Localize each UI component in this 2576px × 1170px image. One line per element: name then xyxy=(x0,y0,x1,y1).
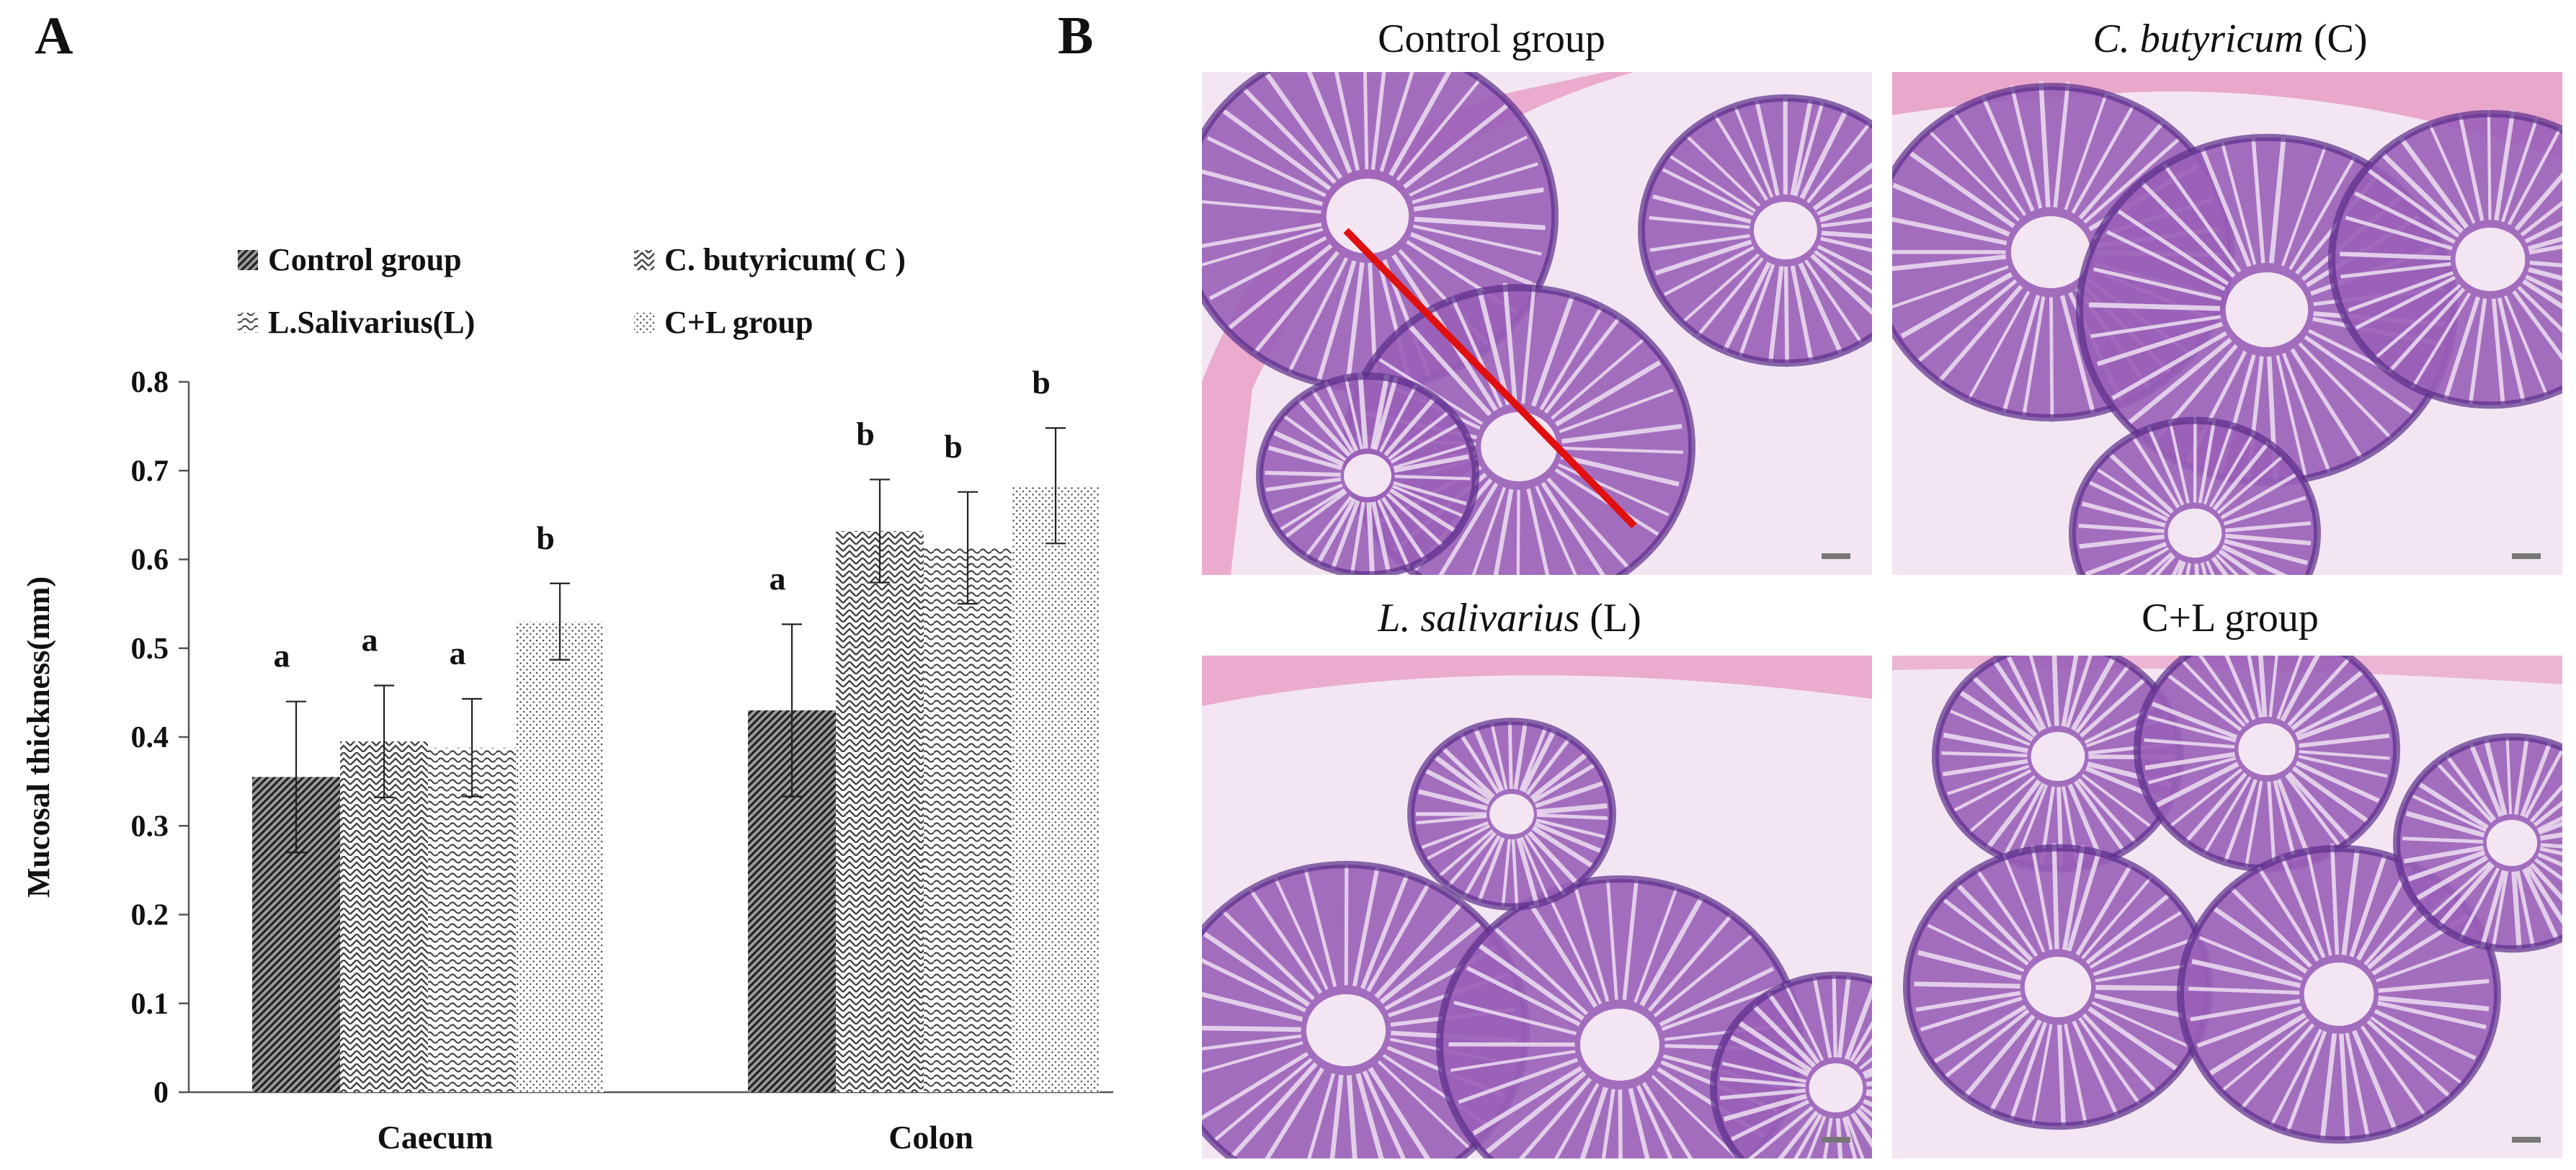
micrograph-l-salivarius xyxy=(1202,656,1872,1158)
bar xyxy=(836,531,924,1092)
y-axis-label: Mucosal thickness(mm) xyxy=(21,576,56,898)
legend: Control group C. butyricum( C ) L.Salivari… xyxy=(238,242,906,340)
muscle-layer xyxy=(1202,656,1872,706)
mucosal-fold xyxy=(2393,733,2562,953)
y-tick-label: 0.1 xyxy=(131,988,169,1021)
legend-entry: L.Salivarius(L) xyxy=(268,305,475,340)
legend-swatch xyxy=(238,313,258,333)
bar xyxy=(924,548,1012,1092)
bar xyxy=(340,741,428,1092)
micrograph-title-italic: L. salivarius xyxy=(1378,596,1580,640)
y-tick-label: 0 xyxy=(153,1076,169,1109)
mucosal-fold xyxy=(1932,656,2184,873)
panel-a-label: A xyxy=(35,6,73,66)
micrograph-c-butyricum xyxy=(1892,72,2562,575)
significance-label: b xyxy=(536,519,555,556)
bar-chart: Control group C. butyricum( C ) L.Salivari… xyxy=(21,242,1113,1156)
x-category-label: Caecum xyxy=(378,1119,494,1156)
y-tick-label: 0.8 xyxy=(131,366,169,399)
significance-label: b xyxy=(856,416,875,452)
significance-label: a xyxy=(362,622,378,658)
panel-b-label: B xyxy=(1058,6,1094,66)
micrograph-title-plain: C+L group xyxy=(2142,596,2319,640)
micrograph-title-l-salivarius: L. salivarius (L) xyxy=(1196,595,1823,641)
y-tick-label: 0.7 xyxy=(131,455,169,488)
scale-bar xyxy=(1822,553,1850,559)
mucosal-fold xyxy=(1903,843,2213,1131)
significance-label: b xyxy=(944,428,963,465)
mucosal-fold xyxy=(2177,844,2501,1145)
significance-label: a xyxy=(770,560,786,597)
legend-entry: Control group xyxy=(268,242,462,277)
mucosal-fold xyxy=(1256,372,1479,575)
legend-swatch xyxy=(238,250,258,270)
micrograph-title-suffix: (C) xyxy=(2303,17,2368,61)
y-tick-label: 0.5 xyxy=(131,633,169,666)
x-category-label: Colon xyxy=(888,1119,973,1156)
scale-bar xyxy=(2512,553,2541,559)
micrograph-title-c-butyricum: C. butyricum (C) xyxy=(1891,16,2569,62)
y-tick-label: 0.4 xyxy=(131,721,169,754)
micrograph-c-plus-l xyxy=(1892,656,2562,1158)
mucosal-fold xyxy=(1202,859,1530,1158)
significance-label: a xyxy=(274,638,290,674)
mucosal-fold xyxy=(2328,108,2562,410)
legend-entry: C. butyricum( C ) xyxy=(664,242,906,277)
micrograph-title-italic: C. butyricum xyxy=(2093,17,2304,61)
micrograph-title-c-plus-l: C+L group xyxy=(1891,595,2569,641)
mucosal-fold xyxy=(1407,718,1616,911)
bar xyxy=(428,747,516,1092)
y-tick-label: 0.3 xyxy=(131,810,169,843)
significance-label: a xyxy=(450,635,466,671)
mucosal-fold xyxy=(1638,93,1872,368)
legend-swatch xyxy=(634,313,654,333)
mucosal-fold xyxy=(1710,971,1872,1158)
significance-label: b xyxy=(1032,364,1051,401)
legend-swatch xyxy=(634,250,654,270)
micrograph-control xyxy=(1202,72,1872,575)
scale-bar xyxy=(1822,1137,1850,1143)
bars xyxy=(252,427,1100,1092)
micrograph-title-control: Control group xyxy=(1196,16,1787,62)
measurement-line xyxy=(1343,228,1637,529)
chart-axes: 0 0.1 0.2 0.3 0.4 0.5 0.6 0.7 0.8 Caecum Colon xyxy=(131,366,1113,1156)
micrograph-title-plain: Control group xyxy=(1378,17,1605,61)
mucosal-fold xyxy=(2069,416,2321,575)
bar xyxy=(516,621,604,1092)
scale-bar xyxy=(2512,1137,2541,1143)
micrograph-title-suffix: (L) xyxy=(1579,596,1641,640)
bar xyxy=(1012,486,1100,1092)
y-tick-label: 0.2 xyxy=(131,899,169,932)
legend-entry: C+L group xyxy=(664,305,813,340)
y-tick-label: 0.6 xyxy=(131,544,169,577)
